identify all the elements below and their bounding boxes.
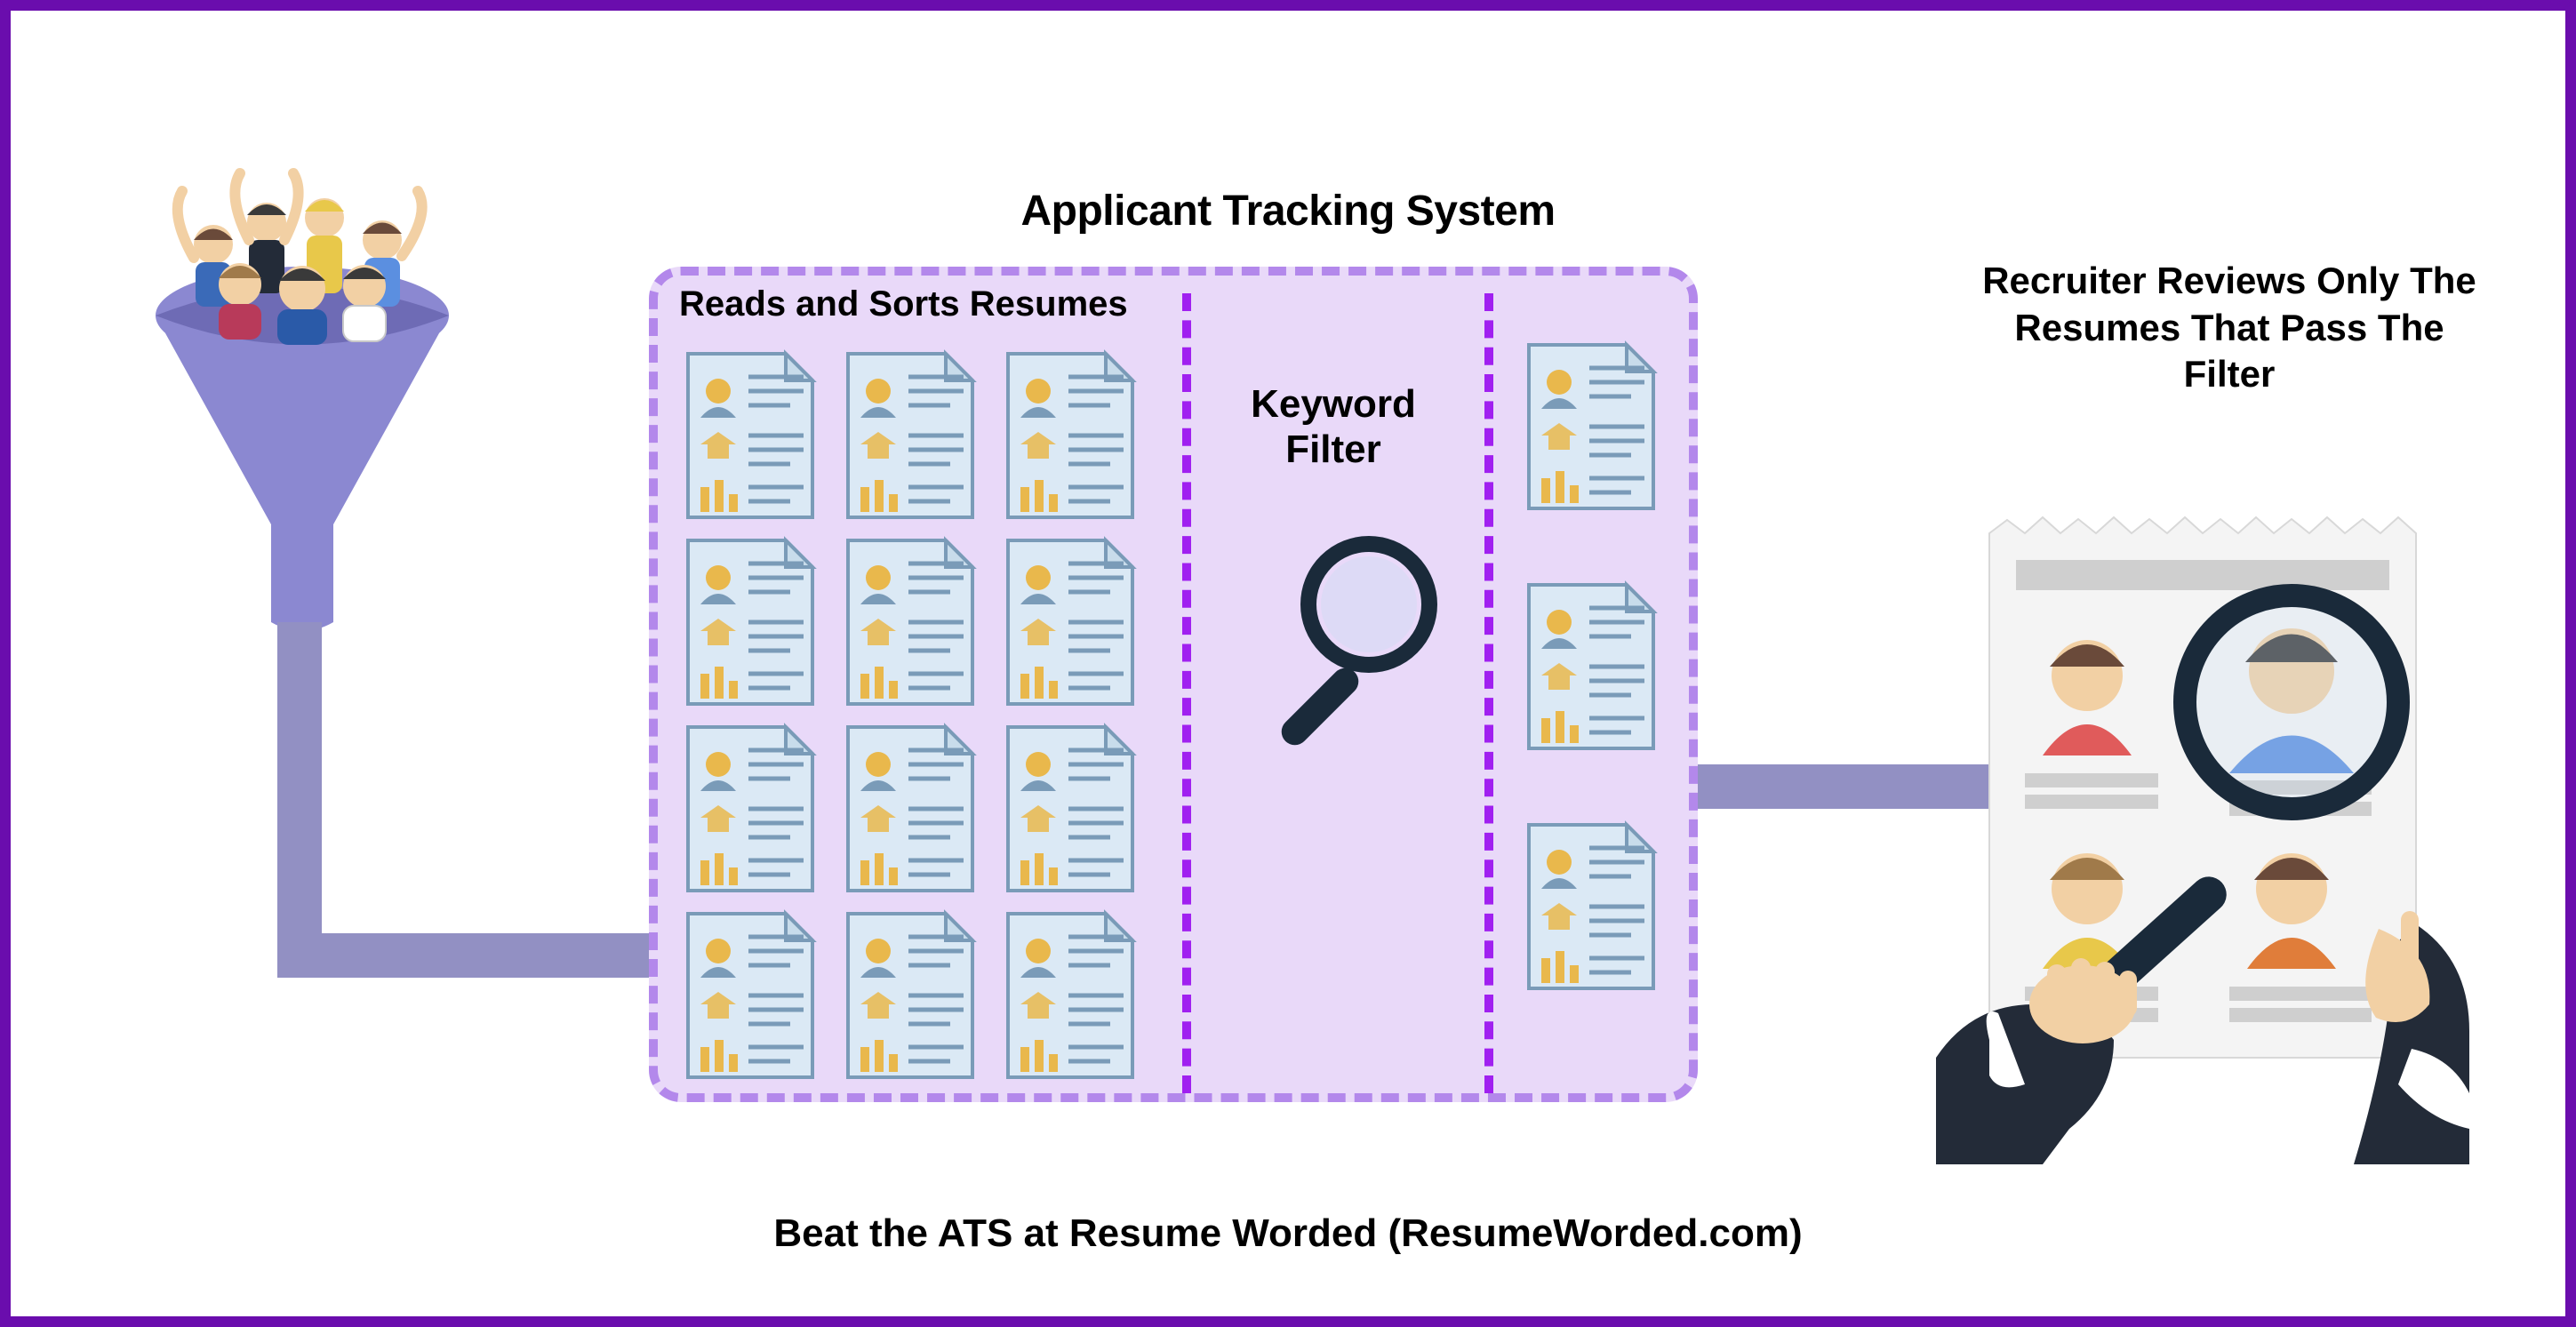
resume-icon	[679, 347, 821, 524]
divider-line	[1182, 293, 1191, 1093]
resume-icon	[999, 347, 1141, 524]
pipe-connector-icon	[277, 933, 651, 978]
keyword-filter-label: Keyword Filter	[1209, 382, 1458, 472]
divider-line	[1484, 293, 1493, 1093]
resume-grid	[679, 347, 1141, 1084]
applicant-funnel-icon	[151, 142, 453, 640]
footer-text: Beat the ATS at Resume Worded (ResumeWor…	[773, 1211, 1802, 1256]
resume-icon	[839, 720, 981, 898]
resume-icon	[679, 907, 821, 1084]
recruiter-reviews-label: Recruiter Reviews Only The Resumes That …	[1980, 258, 2478, 398]
magnifying-glass-icon	[1262, 533, 1440, 764]
main-title: Applicant Tracking System	[1020, 187, 1555, 236]
passed-resume-column	[1520, 338, 1662, 995]
recruiter-review-icon	[1936, 507, 2469, 1164]
infographic-frame: Applicant Tracking System	[0, 0, 2576, 1327]
resume-icon	[999, 533, 1141, 711]
resume-icon	[679, 720, 821, 898]
reads-sorts-label: Reads and Sorts Resumes	[679, 284, 1128, 324]
canvas: Applicant Tracking System	[36, 36, 2540, 1291]
resume-icon	[839, 347, 981, 524]
resume-icon	[679, 533, 821, 711]
resume-icon	[1520, 338, 1662, 516]
pipe-connector-icon	[277, 622, 322, 978]
resume-icon	[999, 907, 1141, 1084]
resume-icon	[839, 907, 981, 1084]
resume-icon	[999, 720, 1141, 898]
resume-icon	[1520, 818, 1662, 995]
resume-icon	[839, 533, 981, 711]
resume-icon	[1520, 578, 1662, 755]
ats-system-box: Reads and Sorts Resumes Keyword Filter	[649, 267, 1698, 1102]
